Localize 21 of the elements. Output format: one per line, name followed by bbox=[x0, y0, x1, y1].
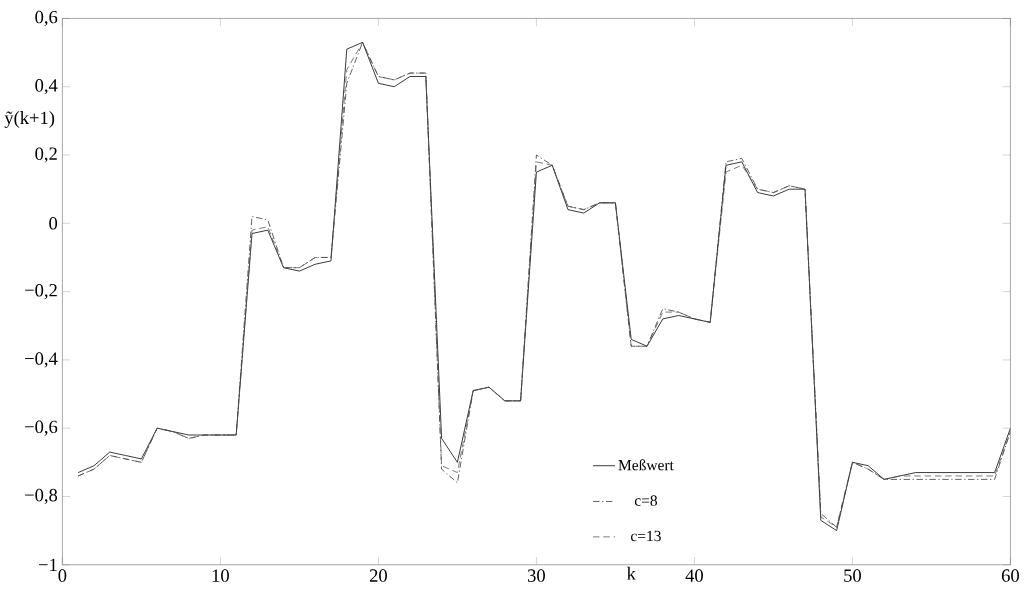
y-tick-label: 0,6 bbox=[35, 10, 58, 27]
y-tick-label: −0,8 bbox=[25, 488, 58, 505]
y-tick-label: 0,2 bbox=[35, 147, 57, 163]
x-tick-label: 50 bbox=[844, 569, 861, 582]
x-tick-label: 20 bbox=[369, 569, 387, 582]
y-tick-label: −0,4 bbox=[25, 352, 58, 368]
y-tick-label: 0 bbox=[49, 217, 58, 230]
x-tick-label: 10 bbox=[212, 569, 229, 582]
y-tick-label: −0,6 bbox=[25, 420, 58, 436]
legend-label: Meßwert bbox=[618, 459, 674, 471]
y-axis-title: ỹ(k+1) bbox=[4, 111, 55, 129]
x-axis-title: k bbox=[626, 566, 636, 580]
y-tick-label: −1 bbox=[39, 558, 57, 571]
x-tick-label: 30 bbox=[528, 569, 545, 582]
y-tick-label: −0,2 bbox=[25, 284, 57, 300]
legend-label: c=8 bbox=[634, 495, 658, 506]
x-tick-label: 0 bbox=[58, 569, 67, 582]
legend-label: c=13 bbox=[631, 530, 661, 542]
y-tick-label: 0,4 bbox=[35, 79, 58, 95]
x-tick-label: 40 bbox=[685, 569, 703, 582]
x-tick-label: 60 bbox=[1001, 569, 1019, 582]
